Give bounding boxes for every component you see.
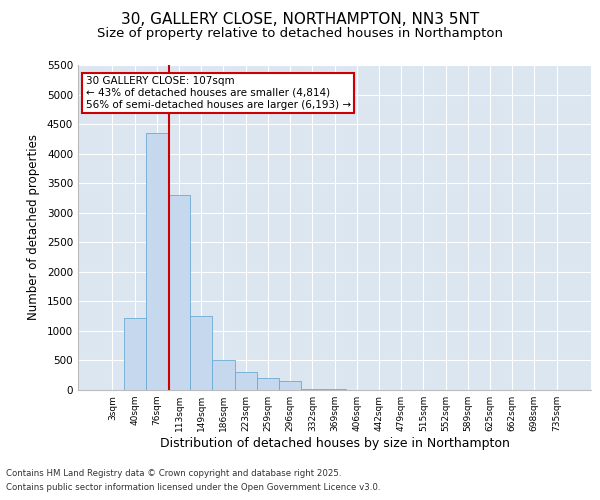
- X-axis label: Distribution of detached houses by size in Northampton: Distribution of detached houses by size …: [160, 437, 509, 450]
- Bar: [124, 318, 146, 390]
- Bar: [168, 195, 190, 390]
- Bar: [301, 389, 323, 390]
- Text: Size of property relative to detached houses in Northampton: Size of property relative to detached ho…: [97, 28, 503, 40]
- Bar: [235, 372, 257, 390]
- Bar: [257, 378, 279, 390]
- Text: Contains public sector information licensed under the Open Government Licence v3: Contains public sector information licen…: [6, 484, 380, 492]
- Text: 30 GALLERY CLOSE: 107sqm
← 43% of detached houses are smaller (4,814)
56% of sem: 30 GALLERY CLOSE: 107sqm ← 43% of detach…: [86, 76, 351, 110]
- Y-axis label: Number of detached properties: Number of detached properties: [27, 134, 40, 320]
- Bar: [146, 133, 168, 390]
- Bar: [190, 316, 212, 390]
- Bar: [212, 360, 235, 390]
- Text: Contains HM Land Registry data © Crown copyright and database right 2025.: Contains HM Land Registry data © Crown c…: [6, 468, 341, 477]
- Bar: [279, 381, 301, 390]
- Text: 30, GALLERY CLOSE, NORTHAMPTON, NN3 5NT: 30, GALLERY CLOSE, NORTHAMPTON, NN3 5NT: [121, 12, 479, 28]
